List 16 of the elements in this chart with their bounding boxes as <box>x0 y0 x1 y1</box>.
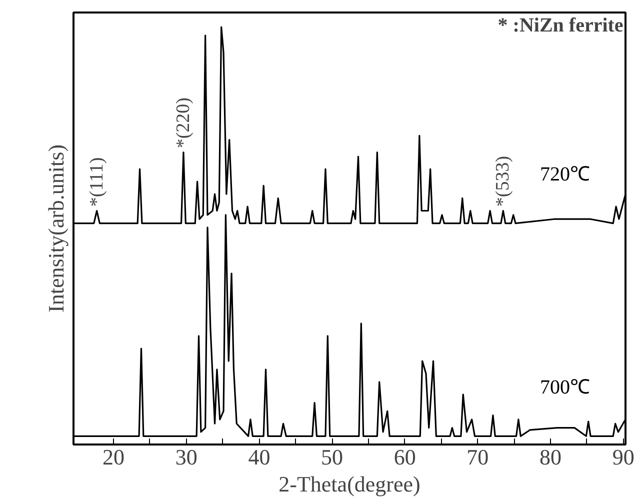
x-tick-label: 70 <box>466 444 489 470</box>
x-axis-title: 2-Theta(degree) <box>278 472 420 496</box>
series-label: 700℃ <box>540 376 590 399</box>
x-tick-label: 40 <box>248 444 270 470</box>
x-tick-label: 20 <box>102 444 125 470</box>
annotation: *(220) <box>172 97 194 148</box>
annotation: *(111) <box>86 157 108 207</box>
series-label: 720℃ <box>540 164 590 186</box>
annotation: *(533) <box>492 156 514 207</box>
y-axis-title: Intensity(arb.units) <box>44 144 68 313</box>
x-tick-label: 50 <box>321 444 344 470</box>
x-tick-label: 80 <box>539 444 562 470</box>
x-tick-label: 90 <box>612 444 634 470</box>
annotation: * :NiZn ferrite <box>498 14 624 37</box>
x-tick-label: 30 <box>175 444 198 470</box>
x-tick-label: 60 <box>394 444 416 470</box>
